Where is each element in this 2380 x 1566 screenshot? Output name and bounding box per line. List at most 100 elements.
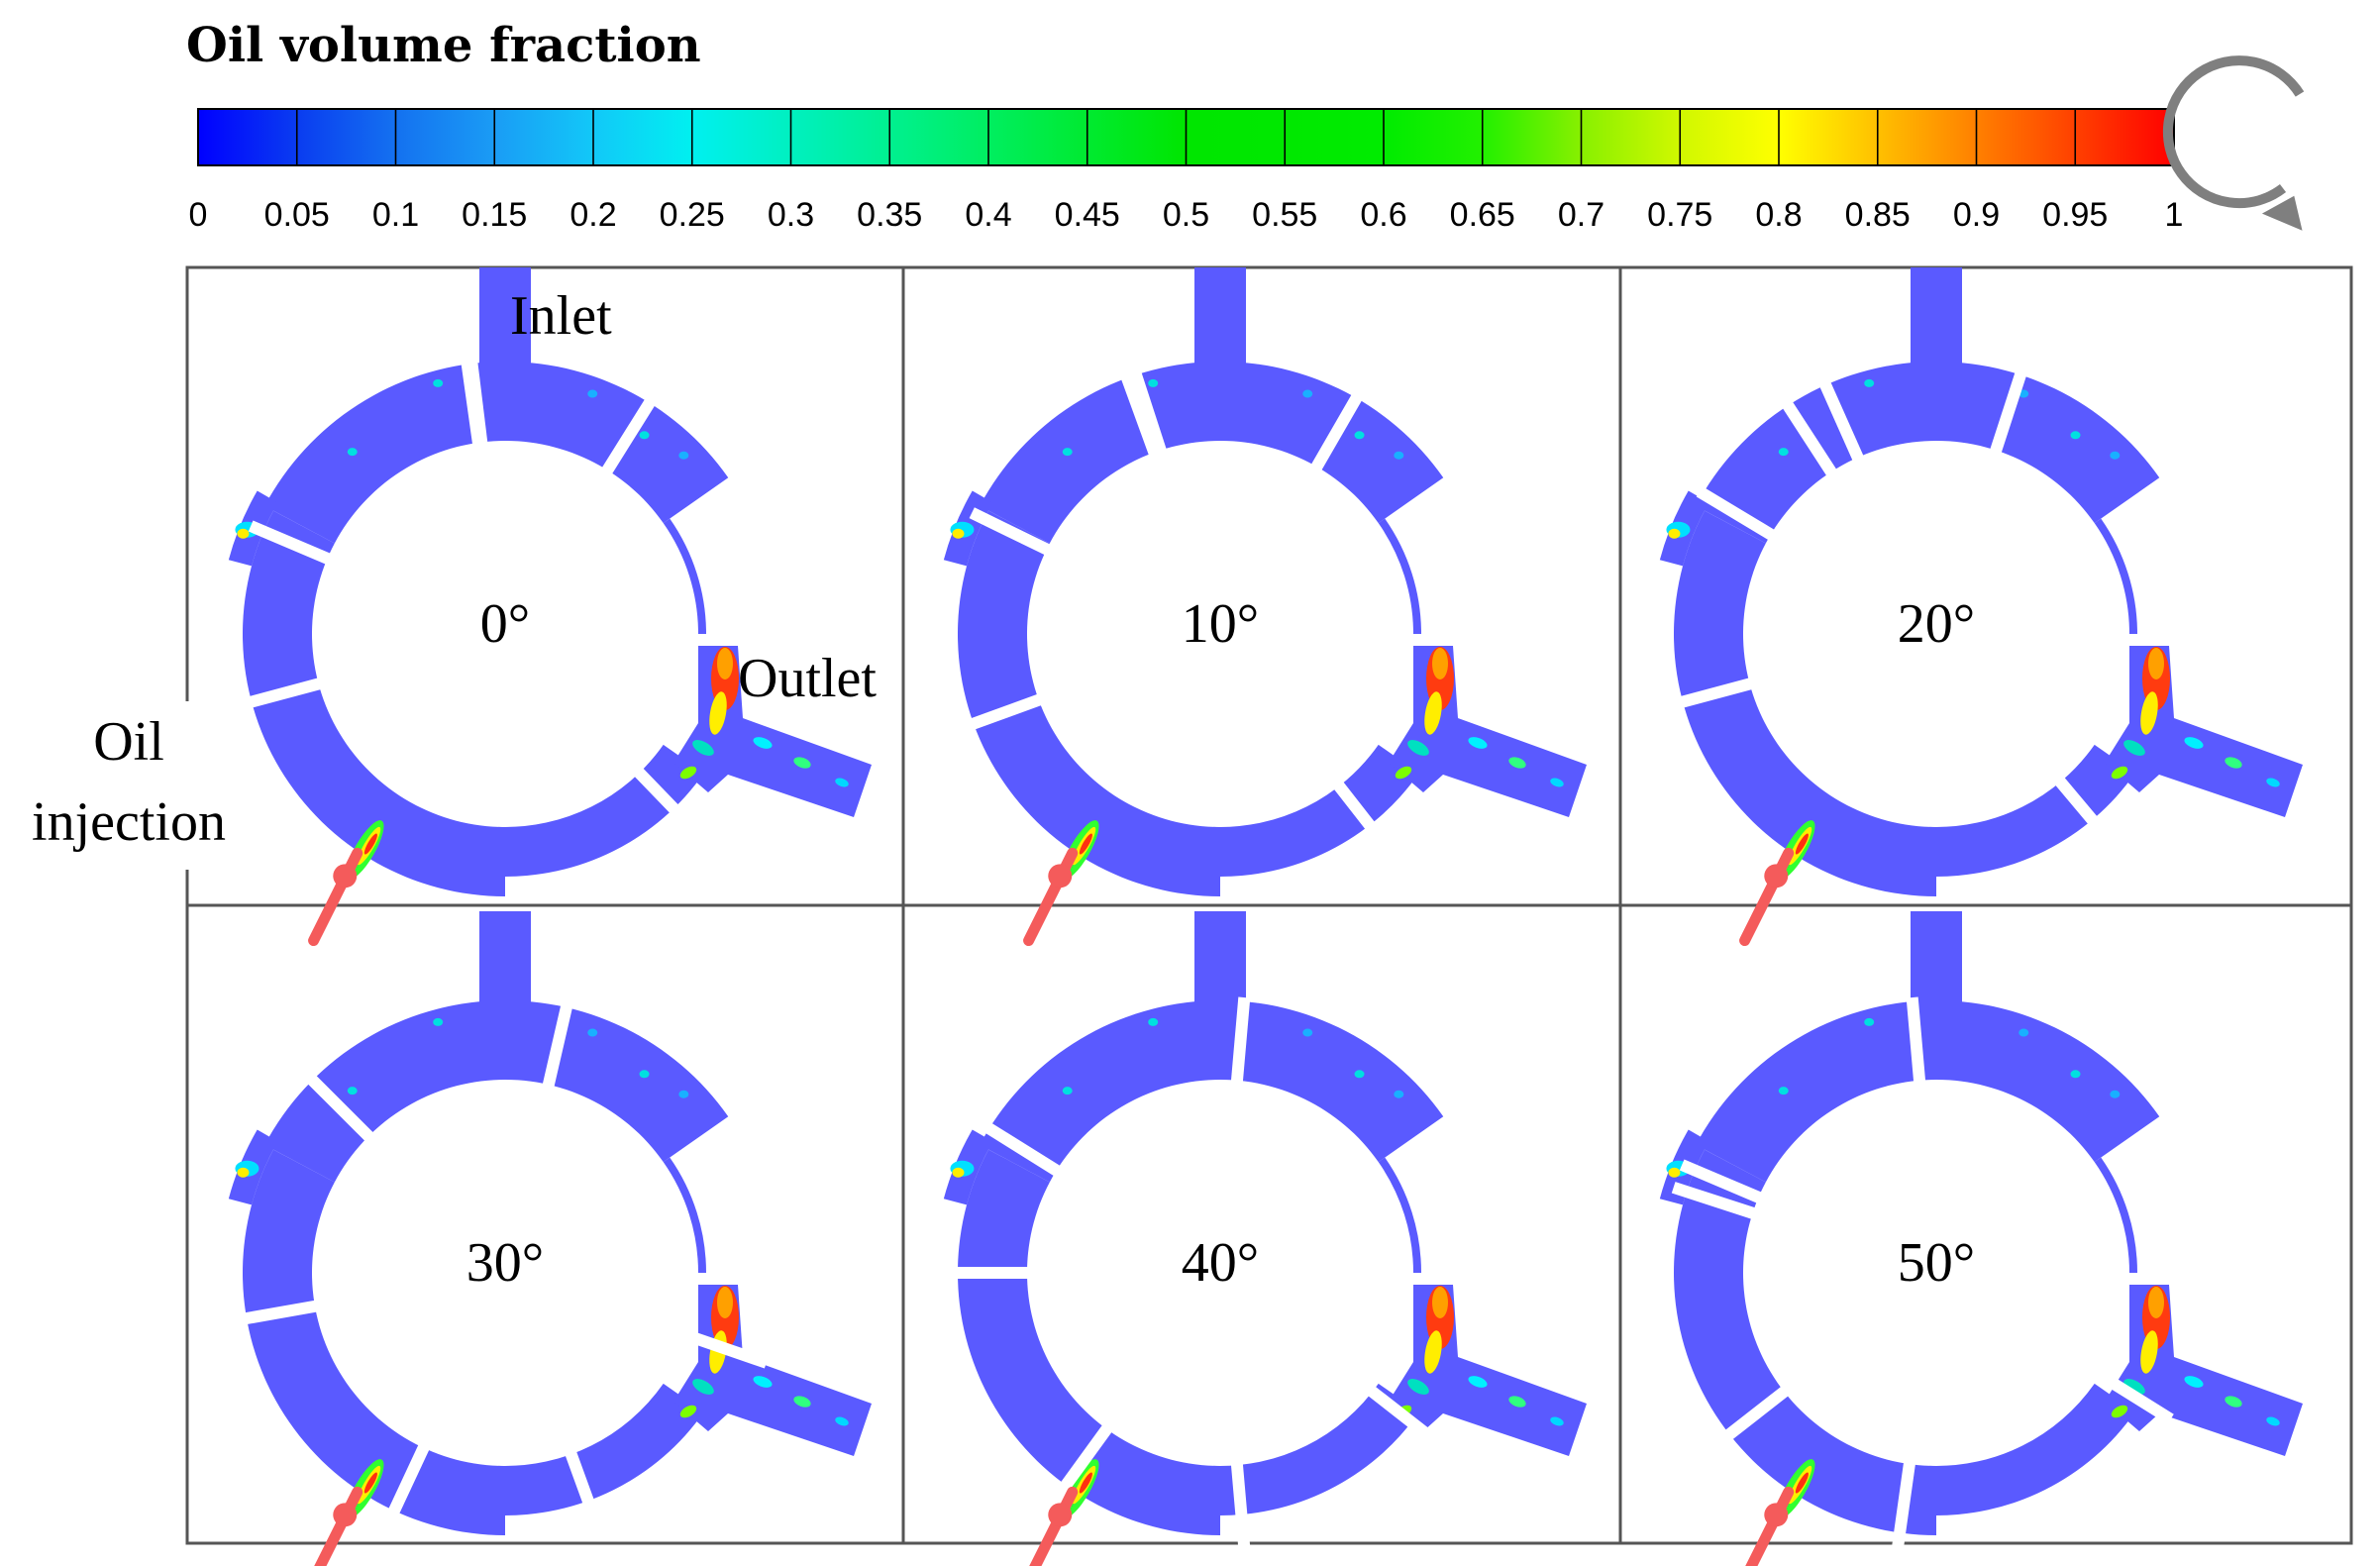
colorbar-tick-labels: 0 0.05 0.1 0.15 0.2 0.25 0.3 0.35 0.4 0.45 0.5 0.55… [189,196,2184,234]
lower-chamber [1927,744,2135,877]
outlet-channel [2105,1285,2303,1456]
oil-spot [1148,1017,1159,1026]
oil-spot [1550,778,1564,787]
oil-spot [347,448,358,457]
lower-chamber [1211,744,1419,878]
rotation-angle-label: 0° [480,593,530,655]
oil-spot [1778,1087,1789,1096]
colorbar-tick-label: 0 [189,196,208,234]
left-chamber [1673,510,1936,896]
rotor-vane [958,693,1043,735]
colorbar-tick-label: 0.25 [660,196,725,234]
outlet-channel [673,1285,872,1456]
rotor-vane [2054,776,2119,850]
oil-spot [835,778,849,787]
oil-spot [1354,1070,1365,1079]
upper-chamber [1696,1000,2160,1183]
colorbar-tick-label: 0.9 [1953,196,2000,234]
rotor-vane [1989,368,2027,455]
seal-gap [663,1157,706,1273]
oil-spot [717,1287,733,1318]
rotor-vane [1714,1386,1790,1448]
oil-spot [2140,691,2158,735]
oil-spot [237,1167,250,1178]
rotor-vane [305,1073,374,1142]
oil-spot [1394,1090,1404,1098]
oil-spot [1778,448,1789,457]
oil-injection-label-line2: injection [32,791,226,853]
inlet-pipe [479,267,531,376]
colorbar-tick-label: 0.05 [264,196,330,234]
oil-label-backdrop [54,701,235,870]
oil-spot [1079,1472,1092,1494]
upper-chamber [980,361,1444,544]
rotor-vane [1696,486,1776,541]
upper-chamber [264,999,729,1183]
oil-spot [2266,1416,2280,1426]
oil-spot [1395,766,1412,780]
oil-spot [2111,1405,2128,1418]
oil-spot [2225,1396,2242,1408]
rotor-vane [1906,996,1926,1084]
left-chamber [243,510,506,896]
rotor-vane [969,507,1052,556]
upper-chamber [1696,361,2160,544]
rotation-angle-label: 30° [466,1232,544,1294]
oil-spot [692,740,714,756]
oil-spot [1148,378,1159,387]
oil-spot [2110,451,2121,460]
rotor-vane [633,767,702,837]
inlet-pipe [1911,267,1962,376]
rotor-vane [1129,368,1168,455]
left-chamber [958,1149,1220,1535]
rotor-vane [248,520,332,566]
oil-spot [2148,648,2164,679]
oil-injector-nozzle [1029,1486,1079,1566]
seal-gap [1378,518,1421,634]
rotor-vane [2095,1369,2174,1424]
left-chamber [242,1149,506,1535]
rotor-vane [232,1300,318,1327]
left-chamber [957,510,1220,896]
left-chamber [1673,1149,1936,1535]
rotation-panel: 0° [228,267,872,947]
rotation-angle-label: 50° [1898,1232,1975,1294]
clockwise-arrow-icon [2162,55,2305,231]
upper-chamber [980,999,1444,1183]
oil-spot [587,389,598,398]
colorbar-tick-label: 0.1 [372,196,419,234]
oil-spot [2018,1028,2029,1037]
oil-spot [2266,778,2280,787]
lower-chamber [496,1383,704,1515]
lower-chamber [1211,1383,1419,1515]
rotation-panel: 10° [943,267,1587,947]
rotation-panel: 50° [1659,911,2303,1566]
rotor-vane [683,1329,769,1369]
oil-spot [1795,833,1809,855]
oil-spot [1302,389,1313,398]
colorbar-tick-label: 0.2 [569,196,616,234]
oil-injector-nozzle [1739,847,1795,947]
rotation-panel: 30° [228,911,872,1566]
rotation-panel: 40° [943,911,1587,1566]
rotor-vane [601,396,657,475]
oil-spot [1508,757,1526,769]
colorbar-dividers [295,109,2077,165]
seal-gap [2094,518,2137,634]
oil-spot [1354,431,1365,440]
rotor-vane [1119,371,1161,457]
oil-spot [1864,378,1875,387]
oil-spot [347,1087,358,1096]
oil-spot [587,1028,598,1037]
colorbar-tick-label: 0.7 [1558,196,1604,234]
oil-injector-nozzle [314,1486,363,1566]
rotor-vane [466,359,488,446]
oil-spot [1864,1017,1875,1026]
rotation-panel: 20° [1659,267,2303,947]
rotor-vane [1053,1423,1113,1501]
oil-spot [1795,1472,1809,1494]
rotor-vane [1781,398,1837,477]
colorbar-tick-label: 0.4 [965,196,1011,234]
oil-spot [793,757,811,769]
oil-spot [1062,448,1073,457]
